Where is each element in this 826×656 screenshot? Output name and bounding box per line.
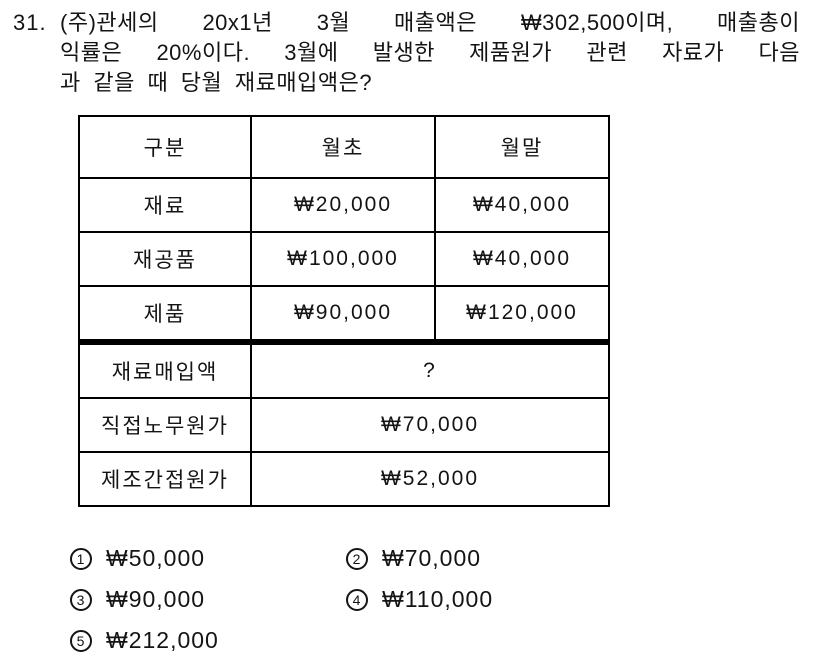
table-row-direct-labor: 직접노무원가 ₩70,000 [78,397,610,453]
table-row-overhead: 제조간접원가 ₩52,000 [78,451,610,507]
option-1-number-badge: 1 [70,547,92,570]
option-4-number-badge: 4 [346,588,368,611]
cost-data-table: 구분 월초 월말 재료 ₩20,000 ₩40,000 재공품 ₩100,000… [78,115,610,507]
cell-labor-label: 직접노무원가 [78,397,252,453]
cell-purchases-value: ? [250,341,610,399]
question-text-line-2: 익률은 20%이다. 3월에 발생한 제품원가 관련 자료가 다음 [60,40,800,65]
table-row-finished-goods: 제품 ₩90,000 ₩120,000 [78,285,610,345]
cell-wip-beginning: ₩100,000 [250,231,436,287]
cell-materials-beginning: ₩20,000 [250,177,436,233]
option-4-value: ₩110,000 [382,586,494,612]
question-text-line-3: 과 같을 때 당월 재료매입액은? [60,70,373,95]
cell-purchases-label: 재료매입액 [78,341,252,399]
table-header-beginning: 월초 [250,115,436,179]
option-5-value: ₩212,000 [106,627,219,653]
answer-option-3[interactable]: 3 ₩90,000 [70,586,205,613]
cell-goods-ending: ₩120,000 [434,285,610,345]
cell-wip-label: 재공품 [78,231,252,287]
question-text-line-1: (주)관세의 20x1년 3월 매출액은 ₩302,500이며, 매출총이 [60,10,800,35]
answer-option-4[interactable]: 4 ₩110,000 [346,586,493,613]
answer-option-1[interactable]: 1 ₩50,000 [70,545,205,572]
cell-materials-ending: ₩40,000 [434,177,610,233]
table-header-ending: 월말 [434,115,610,179]
answer-option-2[interactable]: 2 ₩70,000 [346,545,481,572]
cell-goods-label: 제품 [78,285,252,345]
cell-wip-ending: ₩40,000 [434,231,610,287]
option-2-number-badge: 2 [346,547,368,570]
cell-labor-value: ₩70,000 [250,397,610,453]
table-header-category: 구분 [78,115,252,179]
answer-option-5[interactable]: 5 ₩212,000 [70,627,219,654]
option-2-value: ₩70,000 [382,545,482,571]
cell-goods-beginning: ₩90,000 [250,285,436,345]
table-header-row: 구분 월초 월말 [78,115,610,179]
cell-overhead-label: 제조간접원가 [78,451,252,507]
cell-materials-label: 재료 [78,177,252,233]
option-3-value: ₩90,000 [106,586,206,612]
cell-overhead-value: ₩52,000 [250,451,610,507]
table-row-work-in-process: 재공품 ₩100,000 ₩40,000 [78,231,610,287]
option-3-number-badge: 3 [70,588,92,611]
option-5-number-badge: 5 [70,629,92,652]
table-row-materials: 재료 ₩20,000 ₩40,000 [78,177,610,233]
question-text: (주)관세의 20x1년 3월 매출액은 ₩302,500이며, 매출총이 익률… [60,8,800,98]
question-number: 31. [13,10,47,35]
option-1-value: ₩50,000 [106,545,206,571]
table-row-material-purchases: 재료매입액 ? [78,341,610,399]
